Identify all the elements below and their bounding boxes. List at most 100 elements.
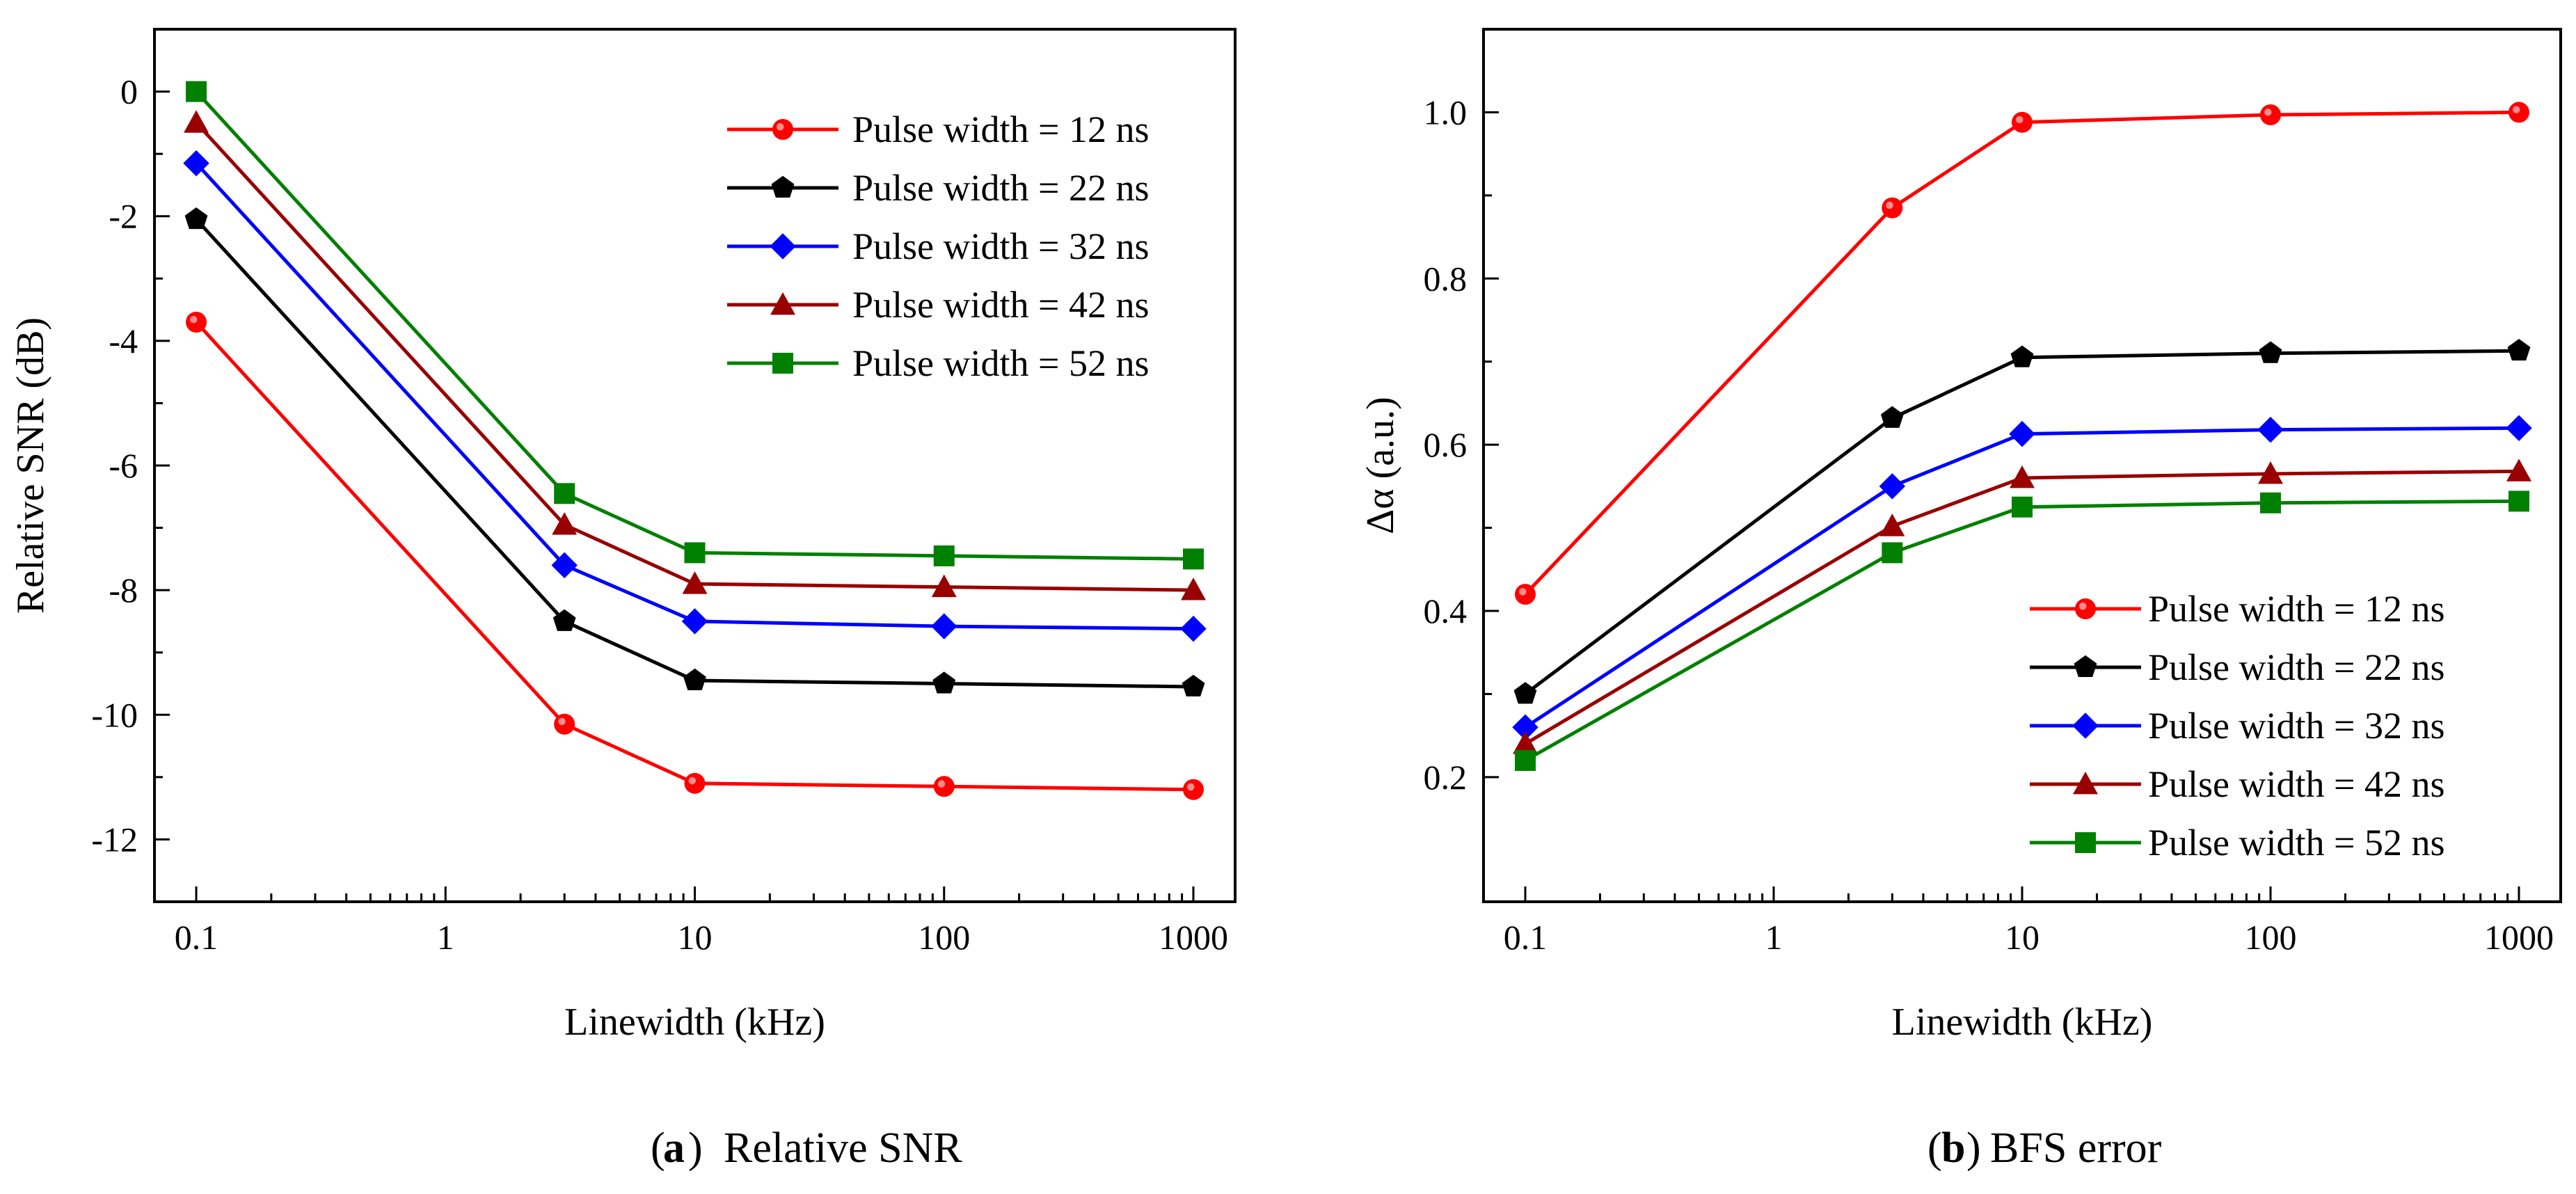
- data-point-highlight: [1187, 783, 1195, 791]
- legend-entry-label: Pulse width = 52 ns: [2148, 822, 2445, 863]
- data-point: [2258, 461, 2283, 484]
- series-3: [184, 110, 1206, 600]
- data-point: [1183, 548, 1204, 570]
- data-point: [2010, 345, 2034, 367]
- series-1: [1513, 338, 2531, 704]
- data-point: [684, 772, 706, 794]
- data-point-highlight: [937, 780, 946, 788]
- caption-text: Relative SNR: [724, 1124, 962, 1172]
- series-0: [186, 311, 1204, 800]
- x-axis-title: Linewidth (kHz): [1892, 1001, 2153, 1044]
- legend-entry-label: Pulse width = 22 ns: [852, 167, 1150, 209]
- data-point-highlight: [2264, 109, 2272, 116]
- x-tick-label: 10: [678, 918, 713, 957]
- y-tick-label: -2: [109, 197, 138, 236]
- data-point: [682, 571, 708, 594]
- legend-swatch-marker-highlight: [2079, 603, 2087, 610]
- legend-entry-label: Pulse width = 52 ns: [852, 342, 1150, 384]
- panel-a: 0.1 1 10 100 1000 0 -2 -4 -6 -8 -10 -12 Linewidth (k…: [9, 28, 1237, 1172]
- legend-swatch-marker-highlight: [777, 123, 784, 131]
- data-point: [2260, 492, 2281, 514]
- y-tick-label: 0.6: [1424, 425, 1468, 464]
- data-point: [552, 609, 576, 631]
- series-2: [183, 150, 1207, 642]
- data-point: [1512, 714, 1539, 740]
- legend-entry-label: Pulse width = 42 ns: [852, 284, 1150, 326]
- data-point: [2509, 102, 2529, 123]
- legend-entry-label: Pulse width = 12 ns: [852, 109, 1150, 150]
- y-tick-label: 0.2: [1424, 758, 1468, 797]
- legend-entry-label: Pulse width = 12 ns: [2148, 588, 2445, 630]
- data-point: [1882, 197, 1903, 218]
- data-point: [183, 150, 209, 177]
- caption-open-paren: (: [651, 1124, 665, 1172]
- data-point: [2010, 465, 2035, 488]
- data-point-highlight: [2016, 116, 2024, 124]
- data-point: [1182, 674, 1205, 696]
- data-point: [551, 552, 578, 579]
- series-4: [186, 81, 1204, 570]
- series-line: [1524, 349, 2520, 696]
- data-point: [1180, 615, 1207, 642]
- data-point: [1879, 473, 1906, 500]
- x-tick-label: 0.1: [1504, 918, 1548, 957]
- series-0: [1515, 102, 2529, 605]
- data-point: [931, 613, 957, 639]
- caption-letter: a: [663, 1124, 685, 1172]
- legend-swatch-marker: [772, 353, 793, 374]
- y-tick-label: 0: [120, 72, 138, 111]
- x-tick-label: 100: [918, 918, 970, 957]
- data-point: [1882, 542, 1903, 564]
- caption-text: BFS error: [1990, 1124, 2162, 1172]
- data-point: [1513, 731, 1538, 754]
- data-point: [2507, 338, 2531, 361]
- data-point: [1183, 779, 1204, 800]
- data-point: [933, 776, 955, 797]
- series-1: [184, 207, 1205, 696]
- legend: Pulse width = 12 ns Pulse width = 22 ns Pu…: [2030, 588, 2445, 863]
- series-4: [1515, 491, 2529, 771]
- x-tick-label: 0.1: [175, 918, 218, 957]
- data-point: [681, 608, 708, 635]
- data-point: [2012, 111, 2033, 133]
- data-point: [554, 483, 575, 504]
- data-point: [684, 542, 706, 564]
- data-point: [1515, 584, 1536, 605]
- data-point-highlight: [190, 315, 198, 324]
- x-tick-label: 100: [2245, 918, 2297, 957]
- y-tick-label: 0.4: [1424, 591, 1468, 630]
- plot-frame: [153, 28, 1237, 903]
- data-point: [1880, 406, 1904, 428]
- legend-swatch-marker: [772, 119, 793, 140]
- data-point: [2259, 341, 2282, 363]
- data-point-highlight: [2513, 106, 2520, 113]
- data-point: [184, 110, 209, 133]
- legend-swatch-marker: [2075, 598, 2096, 619]
- legend-swatch-marker: [2073, 772, 2098, 795]
- x-tick-label: 1000: [2484, 918, 2554, 957]
- data-point: [2509, 491, 2529, 512]
- data-point: [2260, 104, 2281, 126]
- legend-swatch-marker: [2074, 655, 2097, 677]
- caption-close-paren: ): [688, 1124, 703, 1172]
- caption-close-paren: ): [1966, 1124, 1981, 1172]
- legend-swatch-marker: [771, 175, 795, 198]
- y-tick-label: -8: [109, 571, 138, 610]
- data-point-highlight: [1519, 588, 1527, 596]
- x-tick-label: 1000: [1159, 918, 1228, 957]
- y-tick-label: -12: [91, 820, 138, 859]
- legend-swatch-marker: [770, 233, 796, 260]
- data-point: [2506, 415, 2532, 442]
- series-2: [1512, 415, 2532, 740]
- x-tick-label: 10: [2005, 918, 2040, 957]
- data-point-highlight: [688, 777, 696, 785]
- legend-entry-label: Pulse width = 32 ns: [852, 225, 1150, 267]
- caption-open-paren: (: [1927, 1124, 1942, 1172]
- data-point: [2257, 416, 2284, 443]
- data-point: [186, 81, 207, 102]
- data-point: [184, 207, 208, 230]
- data-point-highlight: [558, 717, 566, 726]
- y-tick-label: 1.0: [1424, 93, 1468, 132]
- data-point: [186, 311, 207, 333]
